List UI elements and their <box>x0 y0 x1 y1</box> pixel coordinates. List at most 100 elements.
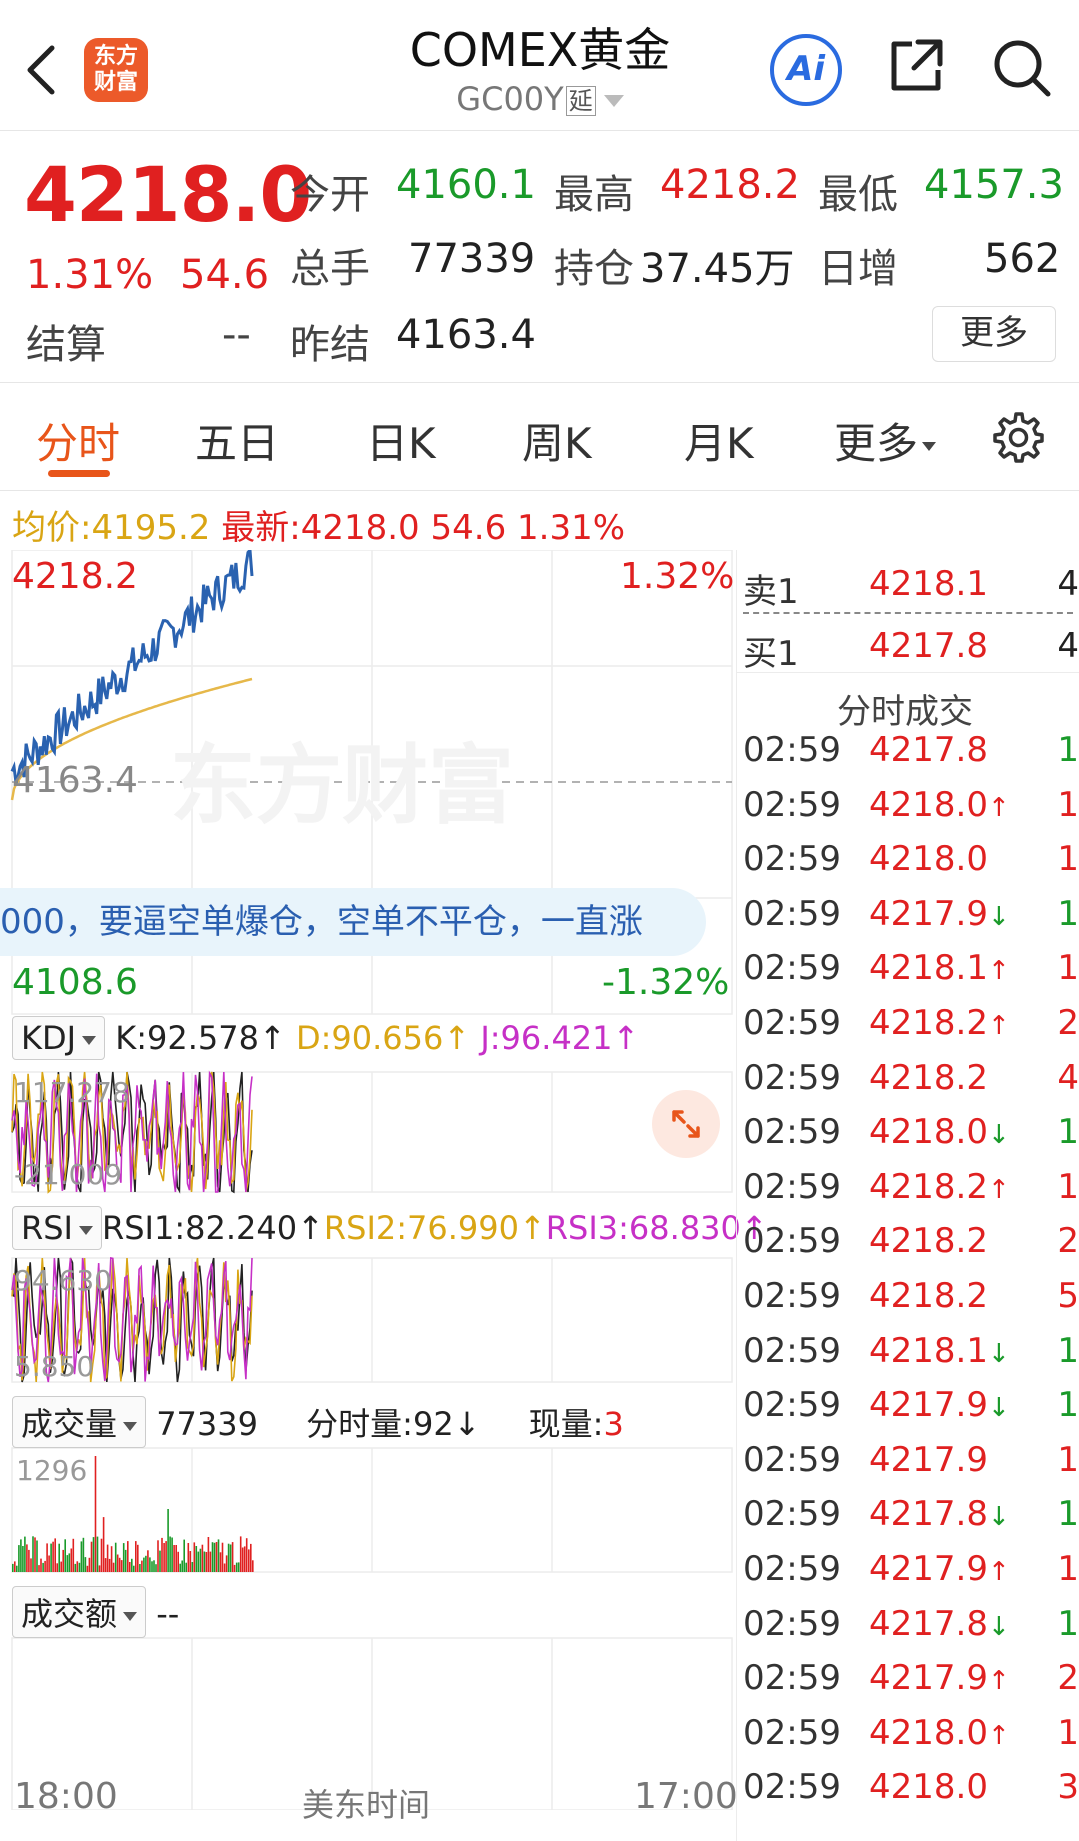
volume-bar <box>161 1537 163 1572</box>
current-volume-label: 现量: <box>528 1405 604 1443</box>
trade-price-value: 4217.8 <box>869 730 988 770</box>
trade-price: 4217.9↑ <box>869 1658 1010 1698</box>
volume-bar <box>22 1546 24 1572</box>
volume-bar <box>74 1563 77 1572</box>
current-volume: 3 <box>603 1405 624 1443</box>
up-arrow-icon: ↑ <box>987 1666 1010 1697</box>
volume-bar <box>38 1565 40 1572</box>
up-arrow-icon: ↑ <box>987 1011 1010 1041</box>
volume-bar <box>191 1562 194 1572</box>
low-value: 4157.3 <box>924 162 1064 208</box>
chart-bottom-price: 4108.6 <box>12 962 138 1003</box>
volume-bar <box>44 1560 46 1572</box>
search-icon[interactable] <box>990 36 1054 100</box>
volume-bar <box>48 1555 50 1572</box>
trade-price: 4218.1↓ <box>869 1331 1010 1371</box>
share-icon[interactable] <box>886 36 946 96</box>
trade-price-value: 4218.0 <box>869 1112 988 1153</box>
volume-bar <box>40 1558 42 1572</box>
volume-bar <box>177 1551 179 1572</box>
volume-bar <box>143 1557 145 1572</box>
trade-price: 4218.0↓ <box>869 1112 1010 1152</box>
volume-bar <box>147 1550 149 1572</box>
trade-row: 02:59 4218.2 5 <box>743 1276 1079 1330</box>
volume-name: 成交量 <box>21 1405 118 1443</box>
prev-settle-label: 昨结 <box>290 322 370 368</box>
tab-monthly-k[interactable]: 月K <box>684 419 754 468</box>
ai-icon[interactable]: Ai <box>770 34 842 106</box>
trade-price: 4218.0 <box>869 839 988 879</box>
trade-row: 02:59 4218.2 2 <box>743 1221 1079 1275</box>
kdj-top-value: 117.278 <box>14 1076 130 1109</box>
tab-more[interactable]: 更多 <box>834 410 937 471</box>
volume-bar <box>14 1561 16 1572</box>
trade-time: 02:59 <box>743 1003 841 1043</box>
volume-bar <box>248 1549 250 1572</box>
active-tab-indicator <box>48 470 110 477</box>
chart-info-line: 均价:4195.2 最新:4218.0 54.6 1.31% <box>12 500 625 549</box>
volume-bar <box>145 1555 147 1572</box>
volume-bar <box>213 1542 216 1572</box>
tab-intraday[interactable]: 分时 <box>36 419 121 468</box>
trade-price: 4217.8↓ <box>869 1604 1010 1644</box>
trade-price-value: 4218.0 <box>869 784 988 825</box>
volume-total: 77339 <box>156 1405 258 1443</box>
trade-price-value: 4217.8 <box>869 1494 988 1535</box>
trade-volume: 1 <box>1057 1385 1079 1426</box>
tab-daily-k[interactable]: 日K <box>366 419 436 468</box>
rsi-1: RSI1:82.240↑ <box>101 1209 324 1247</box>
volume-bar <box>131 1558 133 1572</box>
trade-row: 02:59 4218.0↑ 1 <box>743 1713 1079 1767</box>
gear-icon[interactable] <box>990 410 1044 464</box>
back-icon[interactable] <box>20 40 66 100</box>
tab-weekly-k[interactable]: 周K <box>522 419 592 468</box>
volume-bar <box>124 1549 127 1572</box>
volume-bar <box>88 1557 91 1572</box>
trade-time: 02:59 <box>743 1439 841 1480</box>
trade-price: 4218.1↑ <box>869 948 1010 988</box>
volume-value: 77339 <box>408 236 536 282</box>
volume-bar <box>221 1542 224 1572</box>
kdj-selector[interactable]: KDJ <box>12 1016 106 1060</box>
rsi-selector[interactable]: RSI <box>12 1206 102 1250</box>
contract-code-selector[interactable]: GC00Y 延 <box>380 80 700 118</box>
trade-row: 02:59 4217.9↑ 2 <box>743 1658 1079 1712</box>
trade-volume: 1 <box>1057 784 1079 825</box>
volume-bar <box>20 1539 22 1572</box>
volume-bar <box>250 1543 252 1572</box>
volume-bar <box>96 1536 99 1572</box>
trade-volume: 1 <box>1057 1330 1079 1371</box>
tab-five-day[interactable]: 五日 <box>195 419 280 468</box>
volume-bar <box>165 1541 167 1572</box>
volume-bar <box>118 1557 121 1572</box>
trade-time: 02:59 <box>743 1330 841 1371</box>
logo-line-2: 财富 <box>93 70 138 95</box>
more-button[interactable]: 更多 <box>932 306 1056 362</box>
volume-bar <box>30 1558 32 1572</box>
high-label: 最高 <box>554 172 634 218</box>
volume-bar <box>18 1545 20 1572</box>
volume-bar <box>90 1541 93 1572</box>
volume-bar <box>211 1542 214 1572</box>
trade-price: 4217.9 <box>869 1440 988 1480</box>
up-arrow-icon: ↑ <box>987 1557 1010 1587</box>
volume-bar <box>219 1552 222 1572</box>
volume-bar <box>175 1545 177 1572</box>
volume-bar <box>70 1548 73 1572</box>
amount-selector[interactable]: 成交额 <box>12 1586 147 1638</box>
trade-row: 02:59 4218.2↑ 1 <box>743 1167 1079 1221</box>
trade-time: 02:59 <box>743 784 841 825</box>
volume-bar <box>94 1456 97 1572</box>
trade-price-value: 4218.2 <box>869 1057 988 1098</box>
volume-bar <box>227 1543 230 1572</box>
volume-selector[interactable]: 成交量 <box>12 1396 147 1448</box>
comment-banner[interactable]: 000，要逼空单爆仓，空单不平仓，一直涨 <box>0 888 706 956</box>
delay-tag: 延 <box>565 86 596 116</box>
volume-bar <box>187 1543 190 1572</box>
trade-time: 02:59 <box>743 1549 841 1589</box>
change-amount: 54.6 <box>180 252 270 298</box>
expand-icon[interactable] <box>652 1090 720 1158</box>
kdj-lines <box>11 1070 253 1194</box>
volume-bar <box>112 1562 115 1572</box>
rsi-2: RSI2:76.990↑ <box>323 1209 546 1247</box>
